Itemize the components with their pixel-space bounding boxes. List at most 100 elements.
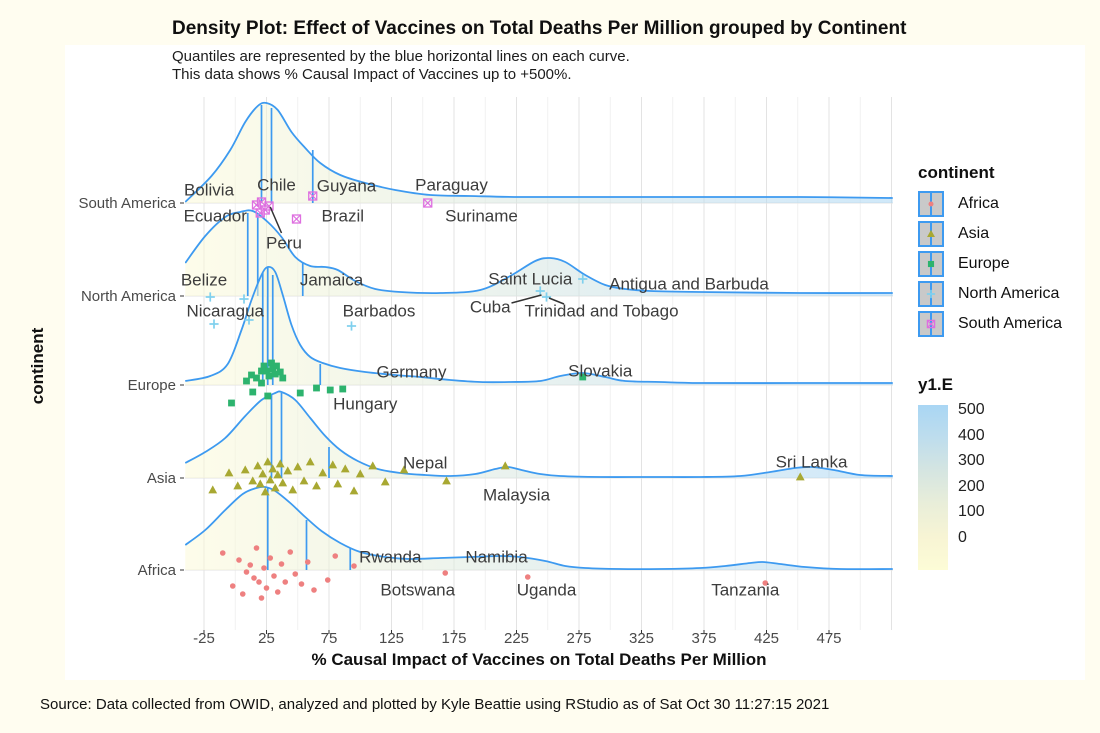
- country-label: Namibia: [465, 548, 528, 567]
- dot-marker: [311, 587, 317, 593]
- triangle-marker: [312, 481, 321, 490]
- triangle-marker: [268, 464, 278, 473]
- dot-marker: [263, 585, 270, 591]
- triangle-marker: [927, 229, 935, 238]
- legend-item-africa: Africa: [918, 191, 1062, 217]
- triangle-marker: [333, 479, 343, 488]
- triangle-marker: [340, 464, 350, 473]
- dot-marker: [928, 201, 934, 207]
- country-label: Slovakia: [568, 362, 633, 381]
- x-tick-label: 375: [691, 630, 716, 647]
- legend-key-asia: [918, 221, 944, 247]
- ridge-africa: [185, 485, 893, 571]
- legend-key-south-america: [918, 311, 944, 337]
- triangle-marker: [260, 487, 270, 496]
- y-tick-label: Africa: [138, 562, 177, 579]
- country-label: Nicaragua: [187, 302, 265, 321]
- country-label: Antigua and Barbuda: [609, 275, 769, 294]
- axes: -25 25 75 125 175 225 275 325 375 425 475 South Ame…: [78, 195, 841, 647]
- dot-marker: [247, 562, 254, 568]
- triangle-marker: [233, 481, 243, 490]
- country-label: Uganda: [517, 581, 577, 600]
- dot-marker: [267, 555, 274, 561]
- country-label: Suriname: [445, 207, 518, 226]
- dot-marker: [271, 573, 277, 579]
- dot-marker: [524, 574, 531, 580]
- square-x-marker: [291, 214, 302, 224]
- continent-legend: continent Africa Asia Europe North America S…: [918, 163, 1062, 341]
- square-marker: [296, 389, 304, 397]
- x-axis-title: % Causal Impact of Vaccines on Total Dea…: [311, 650, 767, 669]
- labels-north-america: Belize Jamaica Saint Lucia Antigua and Barb…: [181, 270, 770, 321]
- labels-asia: Nepal Malaysia Sri Lanka: [403, 453, 848, 505]
- legend-item-south-america: South America: [918, 311, 1062, 337]
- triangle-marker: [208, 485, 218, 494]
- gradient-legend-title: y1.E: [918, 375, 953, 394]
- square-marker: [264, 392, 272, 400]
- square-marker: [271, 370, 279, 378]
- y-axis-title: continent: [28, 327, 47, 405]
- cross-marker: [205, 292, 215, 302]
- triangle-marker: [399, 465, 409, 474]
- x-tick-label: 475: [816, 630, 841, 647]
- dot-marker: [287, 549, 294, 555]
- dot-marker: [258, 595, 265, 601]
- points-south-america: [251, 191, 433, 224]
- country-label: Tanzania: [711, 581, 780, 600]
- country-label: Ecuador: [184, 207, 248, 226]
- triangle-marker: [288, 485, 298, 494]
- triangle-marker: [283, 466, 293, 475]
- square-x-marker: [308, 191, 318, 201]
- legend-item-north-america: North America: [918, 281, 1062, 307]
- square-marker: [248, 371, 255, 379]
- square-x-marker: [255, 208, 265, 218]
- square-marker: [228, 399, 235, 407]
- cross-marker: [209, 319, 219, 329]
- points-north-america: [205, 274, 588, 331]
- country-label: Peru: [266, 234, 302, 253]
- y-tick-label: Europe: [128, 377, 176, 394]
- labels-south-america: Bolivia Chile Guyana Paraguay Ecuador Brazil S…: [184, 176, 518, 253]
- x-tick-label: 75: [321, 630, 338, 647]
- gradient-tick-500: 500: [958, 401, 985, 418]
- country-label: Jamaica: [300, 271, 364, 290]
- triangle-marker: [442, 476, 451, 485]
- country-label: Nepal: [403, 454, 447, 473]
- dot-marker: [251, 575, 257, 581]
- cross-marker: [346, 321, 357, 331]
- triangle-marker: [305, 457, 315, 466]
- legend-item-europe: Europe: [918, 251, 1062, 277]
- triangle-marker: [355, 469, 365, 478]
- triangle-marker: [795, 472, 805, 481]
- gradient-tick-300: 300: [958, 452, 985, 470]
- dot-marker: [292, 571, 299, 577]
- square-marker: [273, 362, 280, 370]
- country-label: Barbados: [343, 302, 416, 321]
- x-tick-label: 225: [504, 630, 529, 647]
- subtitle-line-2: This data shows % Causal Impact of Vacci…: [172, 66, 572, 83]
- square-marker: [243, 377, 250, 385]
- triangle-marker: [328, 460, 338, 469]
- gradient-legend-bar-wrap: 500 400 300 200 100 0: [918, 401, 985, 570]
- y-tick-label: South America: [78, 195, 176, 212]
- x-tick-label: 25: [258, 630, 275, 647]
- square-marker: [253, 374, 260, 382]
- source-caption: Source: Data collected from OWID, analyz…: [40, 696, 830, 713]
- labels-africa: Rwanda Namibia Botswana Uganda Tanzania: [359, 548, 780, 600]
- legend-key-europe: [918, 251, 944, 277]
- dot-marker: [324, 577, 331, 583]
- dot-marker: [261, 565, 267, 571]
- triangle-marker: [258, 469, 268, 478]
- country-label: Germany: [377, 363, 447, 382]
- triangle-marker: [299, 476, 309, 485]
- square-marker: [260, 362, 268, 370]
- x-tick-label: -25: [193, 630, 215, 647]
- dot-marker: [274, 589, 281, 595]
- square-marker: [258, 379, 265, 387]
- square-marker: [279, 374, 287, 382]
- square-marker: [265, 372, 273, 380]
- dot-marker: [282, 579, 289, 585]
- country-label: Saint Lucia: [488, 270, 573, 289]
- square-x-marker: [423, 198, 433, 208]
